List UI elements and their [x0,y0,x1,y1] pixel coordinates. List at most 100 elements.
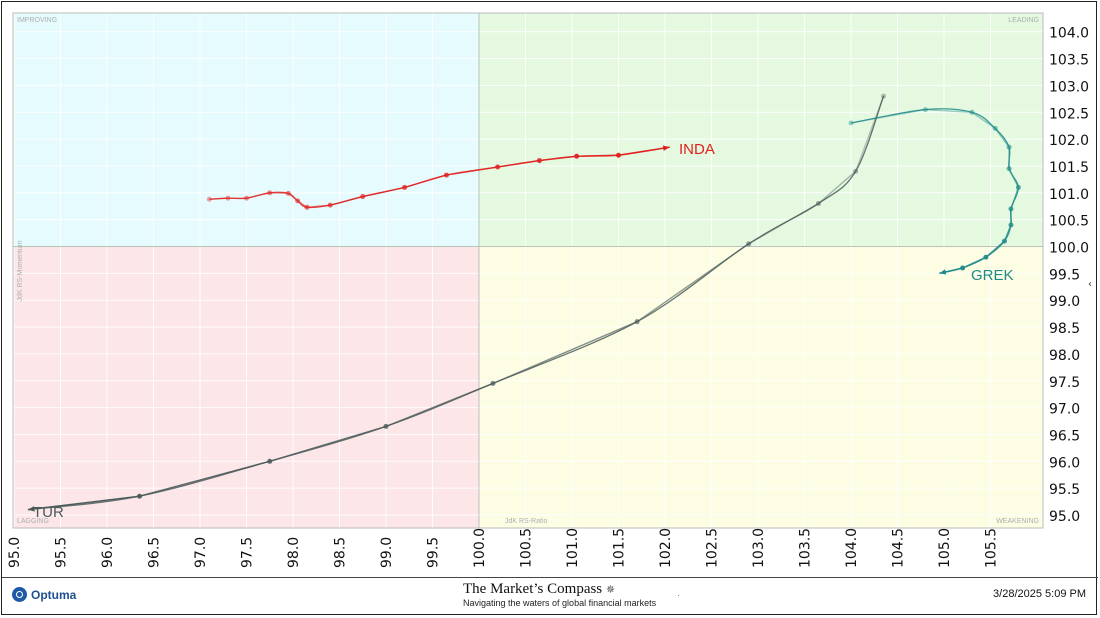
y-tick-label: 96.5 [1049,428,1080,444]
x-tick-label: 101.0 [565,528,581,568]
y-tick-label: 96.0 [1049,455,1080,471]
grek-point [1008,206,1014,212]
brand-subtitle: Navigating the waters of global financia… [463,598,657,608]
inda-point [225,195,231,201]
y-tick-label: 99.0 [1049,294,1080,310]
tur-trail [27,95,885,511]
x-tick-label: 95.5 [54,537,70,568]
x-tick-label: 105.0 [937,528,953,568]
tur-point [815,201,821,207]
inda-point [327,202,333,208]
y-tick-label: 104.0 [1049,26,1089,42]
grek-point [1015,184,1021,190]
y-tick-label: 98.5 [1049,321,1080,337]
inda-point [443,172,449,178]
y-tick-label: 101.5 [1049,160,1089,176]
y-tick-label: 97.5 [1049,375,1080,391]
x-tick-label: 99.0 [379,537,395,568]
y-tick-label: 99.5 [1049,267,1080,283]
inda-point [285,190,291,196]
y-tick-label: 101.0 [1049,187,1089,203]
grek-point [992,125,998,131]
quadrant-leading [479,13,1043,247]
side-marker-icon: ‹ [1088,279,1092,290]
tur-label: TUR [33,504,64,521]
y-tick-label: 100.5 [1049,214,1089,230]
y-tick-label: 102.0 [1049,133,1089,149]
tur-point [383,423,389,429]
grek-point [1006,144,1012,150]
y-tick-label: 98.0 [1049,348,1080,364]
grek-point [922,107,928,113]
rrg-chart: IMPROVING LEADING LAGGING WEAKENING JdK RS-R… [7,12,1092,568]
compass-icon: ✵ [605,584,616,596]
inda-point [206,196,212,202]
tur-arrowhead [27,506,35,512]
inda-point [360,194,366,200]
tur-point [853,168,859,174]
y-tick-label: 95.5 [1049,482,1080,498]
x-tick-label: 105.5 [984,528,1000,568]
footer-divider [2,577,1098,578]
timestamp: 3/28/2025 5:09 PM [993,588,1086,600]
optuma-logo-icon [12,587,27,602]
inda-point [304,204,310,210]
grek-point [969,109,975,115]
grek-point [983,254,989,260]
inda-point [574,153,580,159]
x-tick-label: 103.5 [798,528,814,568]
y-tick-label: 103.5 [1049,53,1089,69]
inda-point [295,198,301,204]
x-tick-label: 98.5 [333,537,349,568]
grek-point [1006,166,1012,172]
quadrant-weakening [479,246,1043,528]
grek-point [1008,222,1014,228]
x-axis-title: JdK RS-Ratio [505,518,548,525]
footer-dot: · [677,590,680,600]
grek-point [848,120,854,126]
x-tick-label: 101.5 [612,528,628,568]
x-tick-label: 102.0 [658,528,674,568]
tur-point [634,319,640,325]
inda-arrowhead [662,145,670,151]
x-tick-label: 100.0 [472,528,488,568]
tur-point [137,493,143,499]
y-axis-title: JdK RS-Momentum [17,240,24,301]
tur-point [881,93,887,99]
grek-arrowhead [939,269,947,275]
grek-label: GREK [971,267,1014,284]
inda-point [244,195,249,201]
x-tick-label: 97.5 [240,537,256,568]
quadrant-label-lagging: LAGGING [17,518,49,525]
inda-point [616,152,621,158]
brand-title: The Market’s Compass ✵ [463,581,656,598]
y-tick-label: 97.0 [1049,402,1080,418]
x-tick-label: 97.0 [193,537,209,568]
x-tick-label: 96.5 [147,537,163,568]
quadrant-label-improving: IMPROVING [17,17,57,24]
grek-point [960,265,966,271]
tur-point [267,458,273,464]
quadrant-label-weakening: WEAKENING [996,518,1039,525]
brand-title-text: The Market’s Compass [463,581,603,597]
brand-block: The Market’s Compass ✵ Navigating the wa… [463,581,656,608]
inda-point [536,158,542,164]
quadrant-label-leading: LEADING [1008,17,1039,24]
x-tick-label: 102.5 [705,528,721,568]
inda-trail [209,146,670,209]
y-tick-label: 95.0 [1049,509,1080,525]
optuma-logo-text: Optuma [31,587,77,602]
x-tick-label: 98.0 [286,537,302,568]
plot-border [12,12,1044,529]
x-tick-label: 96.0 [100,537,116,568]
tur-point [490,380,496,386]
inda-point [495,164,501,170]
x-tick-label: 104.0 [844,528,860,568]
y-tick-label: 102.5 [1049,106,1089,122]
inda-label: INDA [679,141,715,158]
x-tick-label: 104.5 [891,528,907,568]
y-tick-label: 100.0 [1049,241,1089,257]
inda-point [267,190,273,196]
tur-point [746,241,752,247]
